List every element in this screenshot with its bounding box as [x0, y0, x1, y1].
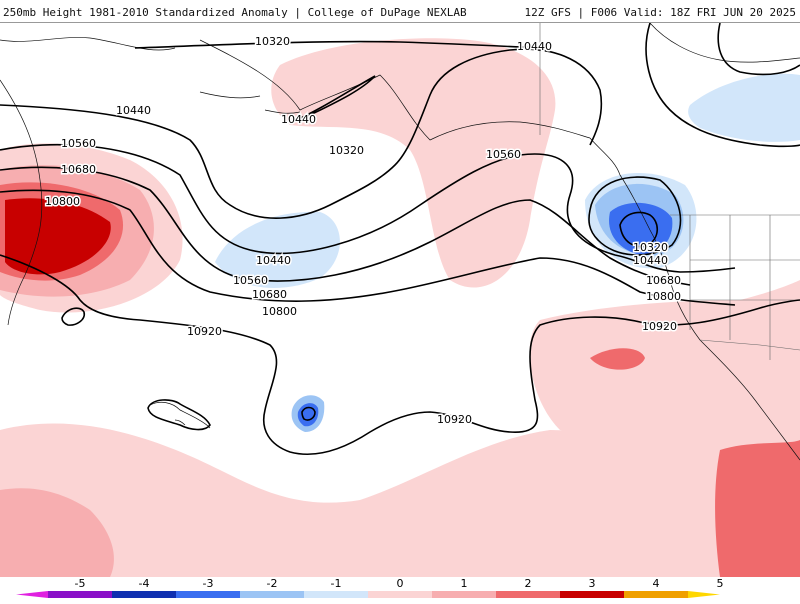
kamchatka-coast: [0, 79, 43, 326]
colorbar-segment: [48, 591, 112, 598]
contour-label: 10440: [256, 254, 291, 267]
height-contour: [301, 406, 316, 421]
colorbar-tick-label: 1: [461, 577, 468, 590]
bc-coast: [589, 137, 671, 281]
positive-anomaly-alaska: [271, 38, 556, 288]
contour-label: 10560: [61, 137, 96, 150]
colorbar-segment: [176, 591, 240, 598]
contour-label: 10440: [517, 40, 552, 53]
colorbar-left-arrow: [16, 591, 48, 598]
negative-anomaly-gulf: [215, 211, 340, 288]
colorbar-tick-label: -3: [203, 577, 214, 590]
colorbar-tick-label: 0: [397, 577, 404, 590]
colorbar-tick-label: -5: [75, 577, 86, 590]
colorbar-tick-label: 5: [717, 577, 724, 590]
colorbar-tick-label: 4: [653, 577, 660, 590]
colorbar-tick-label: -2: [267, 577, 278, 590]
positive-anomaly-southern-ocean: [0, 423, 800, 577]
contour-label: 10320: [633, 241, 668, 254]
positive-anomaly-southeast-core: [715, 440, 800, 577]
height-contour: [0, 189, 736, 306]
contour-label: 10680: [61, 163, 96, 176]
contour-label: 10440: [116, 104, 151, 117]
contour-label: 10800: [45, 195, 80, 208]
colorbar-right-arrow: [688, 591, 720, 598]
siberia-coast: [0, 37, 176, 51]
contour-label: 10920: [642, 320, 677, 333]
colorbar-ticks: -5 -4 -3 -2 -1 0 1 2 3 4 5: [75, 577, 724, 590]
colorbar-tick-label: 3: [589, 577, 596, 590]
anomaly-map: 10320 10440 10440 10440 10560 10680 1080…: [0, 23, 800, 577]
contour-label: 10560: [486, 148, 521, 161]
contour-label: 10920: [437, 413, 472, 426]
colorbar-segment: [304, 591, 368, 598]
height-contour: [61, 307, 86, 326]
colorbar-segments: [16, 591, 720, 598]
colorbar-tick-label: 2: [525, 577, 532, 590]
contour-label: 10680: [252, 288, 287, 301]
contour-label: 10920: [187, 325, 222, 338]
colorbar-tick-label: -1: [331, 577, 342, 590]
height-contour: [0, 48, 603, 219]
colorbar-segment: [368, 591, 432, 598]
height-contour: [0, 143, 736, 273]
coastline-layer: [0, 23, 800, 461]
alaska-coast: [199, 39, 591, 141]
positive-anomaly-southwest-corner: [0, 488, 114, 577]
contour-label: 10800: [646, 290, 681, 303]
height-contour: [619, 211, 659, 248]
contour-label: 10320: [329, 144, 364, 157]
contour-label-layer: 10320 10440 10440 10440 10560 10680 1080…: [44, 34, 683, 428]
product-title: 250mb Height 1981-2010 Standardized Anom…: [3, 6, 467, 19]
contour-label: 10440: [281, 113, 316, 126]
colorbar-tick-label: -4: [139, 577, 150, 590]
canada-arctic-coast: [649, 23, 800, 63]
height-contour: [134, 40, 541, 49]
height-contour: [289, 75, 376, 124]
aleutian-islands: [199, 91, 301, 114]
hawaii-islands: [149, 401, 211, 429]
positive-anomaly-east-core: [590, 348, 645, 370]
anomaly-shading-layer: [0, 38, 800, 577]
height-contour-layer: [0, 23, 800, 456]
positive-anomaly-east: [529, 280, 800, 495]
negative-anomaly-canada: [688, 73, 800, 142]
contour-label: 10680: [646, 274, 681, 287]
us-mexico-border: [699, 339, 800, 351]
colorbar-segment: [240, 591, 304, 598]
negative-anomaly-northwest-us-core: [609, 202, 673, 255]
contour-label: 10320: [255, 35, 290, 48]
colorbar-segment: [624, 591, 688, 598]
contour-label: 10440: [633, 254, 668, 267]
us-west-coast: [669, 279, 800, 461]
model-valid-time: 12Z GFS | F006 Valid: 18Z FRI JUN 20 202…: [524, 6, 796, 19]
height-contour: [0, 254, 800, 456]
height-contour: [645, 23, 800, 148]
colorbar-segment: [496, 591, 560, 598]
height-contour: [588, 176, 682, 256]
height-contour: [717, 23, 800, 76]
colorbar-segment: [112, 591, 176, 598]
height-contour: [0, 166, 691, 286]
colorbar-segment: [560, 591, 624, 598]
positive-anomaly-max-core: [5, 198, 111, 275]
contour-label: 10800: [262, 305, 297, 318]
colorbar-segment: [432, 591, 496, 598]
height-contour: [147, 399, 211, 431]
contour-label: 10560: [233, 274, 268, 287]
anomaly-colorbar: -5 -4 -3 -2 -1 0 1 2 3 4 5: [0, 577, 800, 600]
map-header: 250mb Height 1981-2010 Standardized Anom…: [0, 0, 800, 23]
